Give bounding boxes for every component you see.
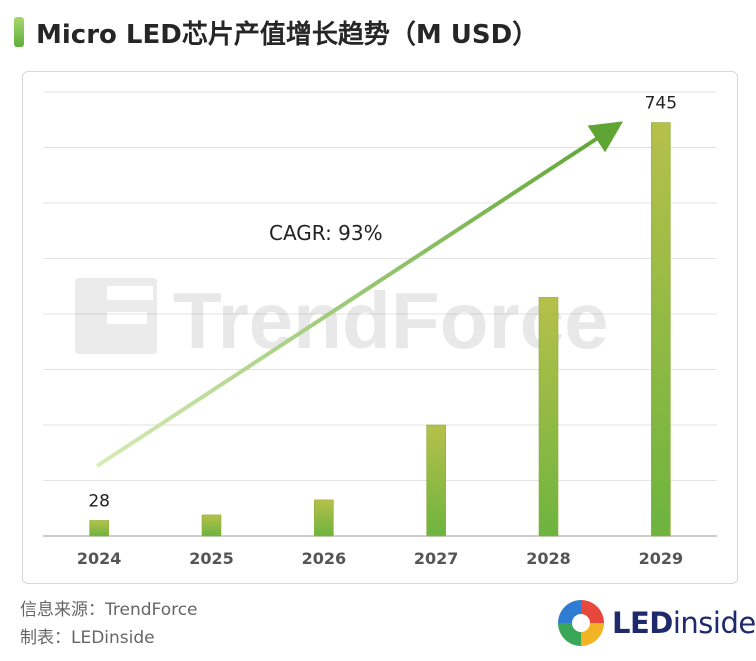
chart-title: Micro LED芯片产值增长趋势（M USD）	[36, 19, 539, 50]
trend-arrow	[95, 121, 624, 468]
bar-2029	[651, 122, 671, 537]
x-tick-label-2027: 2027	[414, 549, 459, 568]
data-labels: 28 745	[88, 94, 677, 512]
bar-2027	[426, 424, 446, 537]
bars	[89, 122, 671, 537]
bar-2026	[314, 499, 334, 537]
x-tick-labels: 2024 2025 2026 2027 2028 2029	[77, 549, 683, 568]
gridlines	[43, 91, 717, 537]
title-accent-bar	[14, 17, 24, 47]
data-label-2029: 745	[645, 94, 677, 114]
ledinside-logo-icon	[558, 600, 604, 646]
bar-chart: TrendForce 2024 2025 2026 2027 2028 2029 28 74…	[43, 91, 717, 568]
x-tick-label-2024: 2024	[77, 549, 122, 568]
chart-title-group: Micro LED芯片产值增长趋势（M USD）	[14, 12, 538, 52]
x-tick-label-2025: 2025	[189, 549, 234, 568]
bar-2028	[538, 297, 559, 537]
footer-maker: 制表：LEDinside	[20, 628, 155, 648]
chart-panel: TrendForce 2024 2025 2026 2027 2028 2029 28 74…	[22, 71, 738, 584]
data-label-2024: 28	[88, 491, 110, 511]
footer-source: 信息来源：TrendForce	[20, 600, 198, 620]
trendforce-watermark: TrendForce	[75, 276, 609, 365]
x-tick-label-2026: 2026	[302, 549, 347, 568]
x-tick-label-2028: 2028	[526, 549, 571, 568]
x-tick-label-2029: 2029	[639, 549, 684, 568]
chart-footer: 信息来源：TrendForce 制表：LEDinside	[20, 596, 198, 652]
bar-2024	[89, 520, 109, 537]
cagr-annotation: CAGR: 93%	[269, 221, 383, 245]
watermark-text: TrendForce	[173, 276, 609, 365]
ledinside-logo-text: LEDinside	[612, 606, 756, 640]
bar-2025	[201, 514, 222, 537]
ledinside-logo: LEDinside	[556, 598, 756, 648]
